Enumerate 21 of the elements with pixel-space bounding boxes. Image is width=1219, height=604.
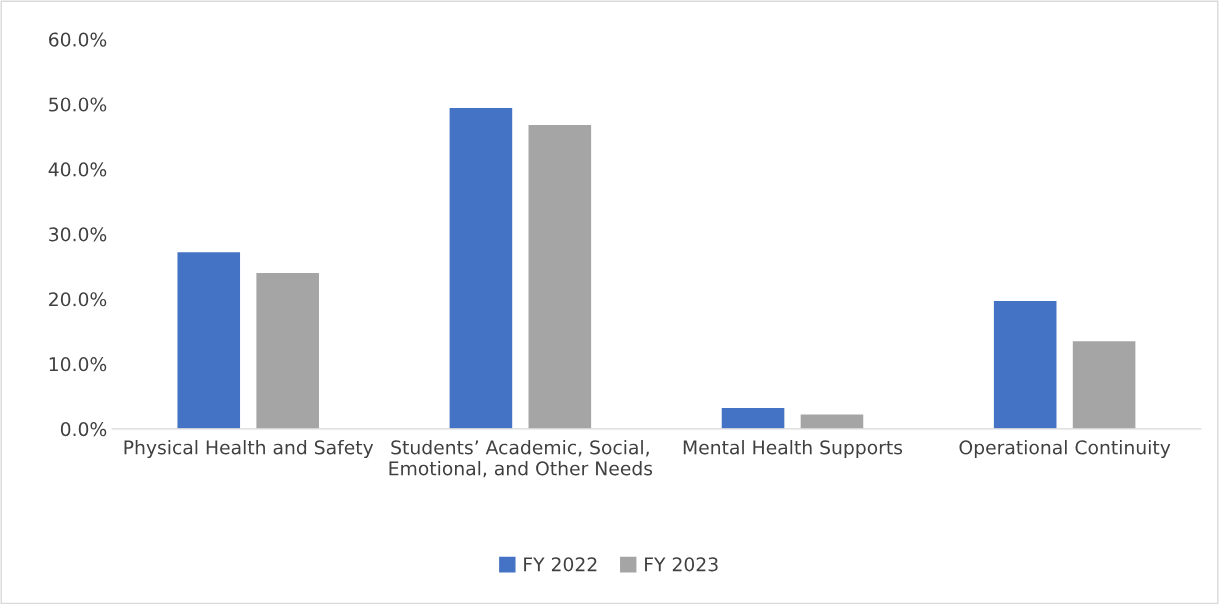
- bar: [1072, 341, 1136, 429]
- bar: [177, 252, 241, 429]
- y-tick-label: 0.0%: [60, 422, 107, 437]
- y-tick-label: 40.0%: [48, 162, 107, 177]
- bar: [800, 414, 864, 429]
- bar: [993, 300, 1057, 429]
- bar: [721, 408, 785, 429]
- x-tick-label: Operational Continuity: [959, 439, 1171, 459]
- x-tick-label: Physical Health and Safety: [124, 439, 374, 459]
- y-tick-label: 50.0%: [49, 97, 107, 112]
- y-tick-label: 30.0%: [49, 227, 107, 242]
- legend-label: FY 2023: [645, 557, 718, 572]
- legend-label: FY 2022: [524, 557, 597, 572]
- bar: [528, 124, 592, 429]
- bar: [449, 108, 513, 429]
- x-tick-label: Students’ Academic, Social, Emotional, and Other Needs: [389, 439, 653, 478]
- x-tick-label: Mental Health Supports: [683, 439, 903, 459]
- y-tick-label: 20.0%: [49, 292, 107, 307]
- y-tick-label: 10.0%: [49, 357, 107, 372]
- y-tick-label: 60.0%: [49, 32, 107, 47]
- bar: [256, 273, 319, 429]
